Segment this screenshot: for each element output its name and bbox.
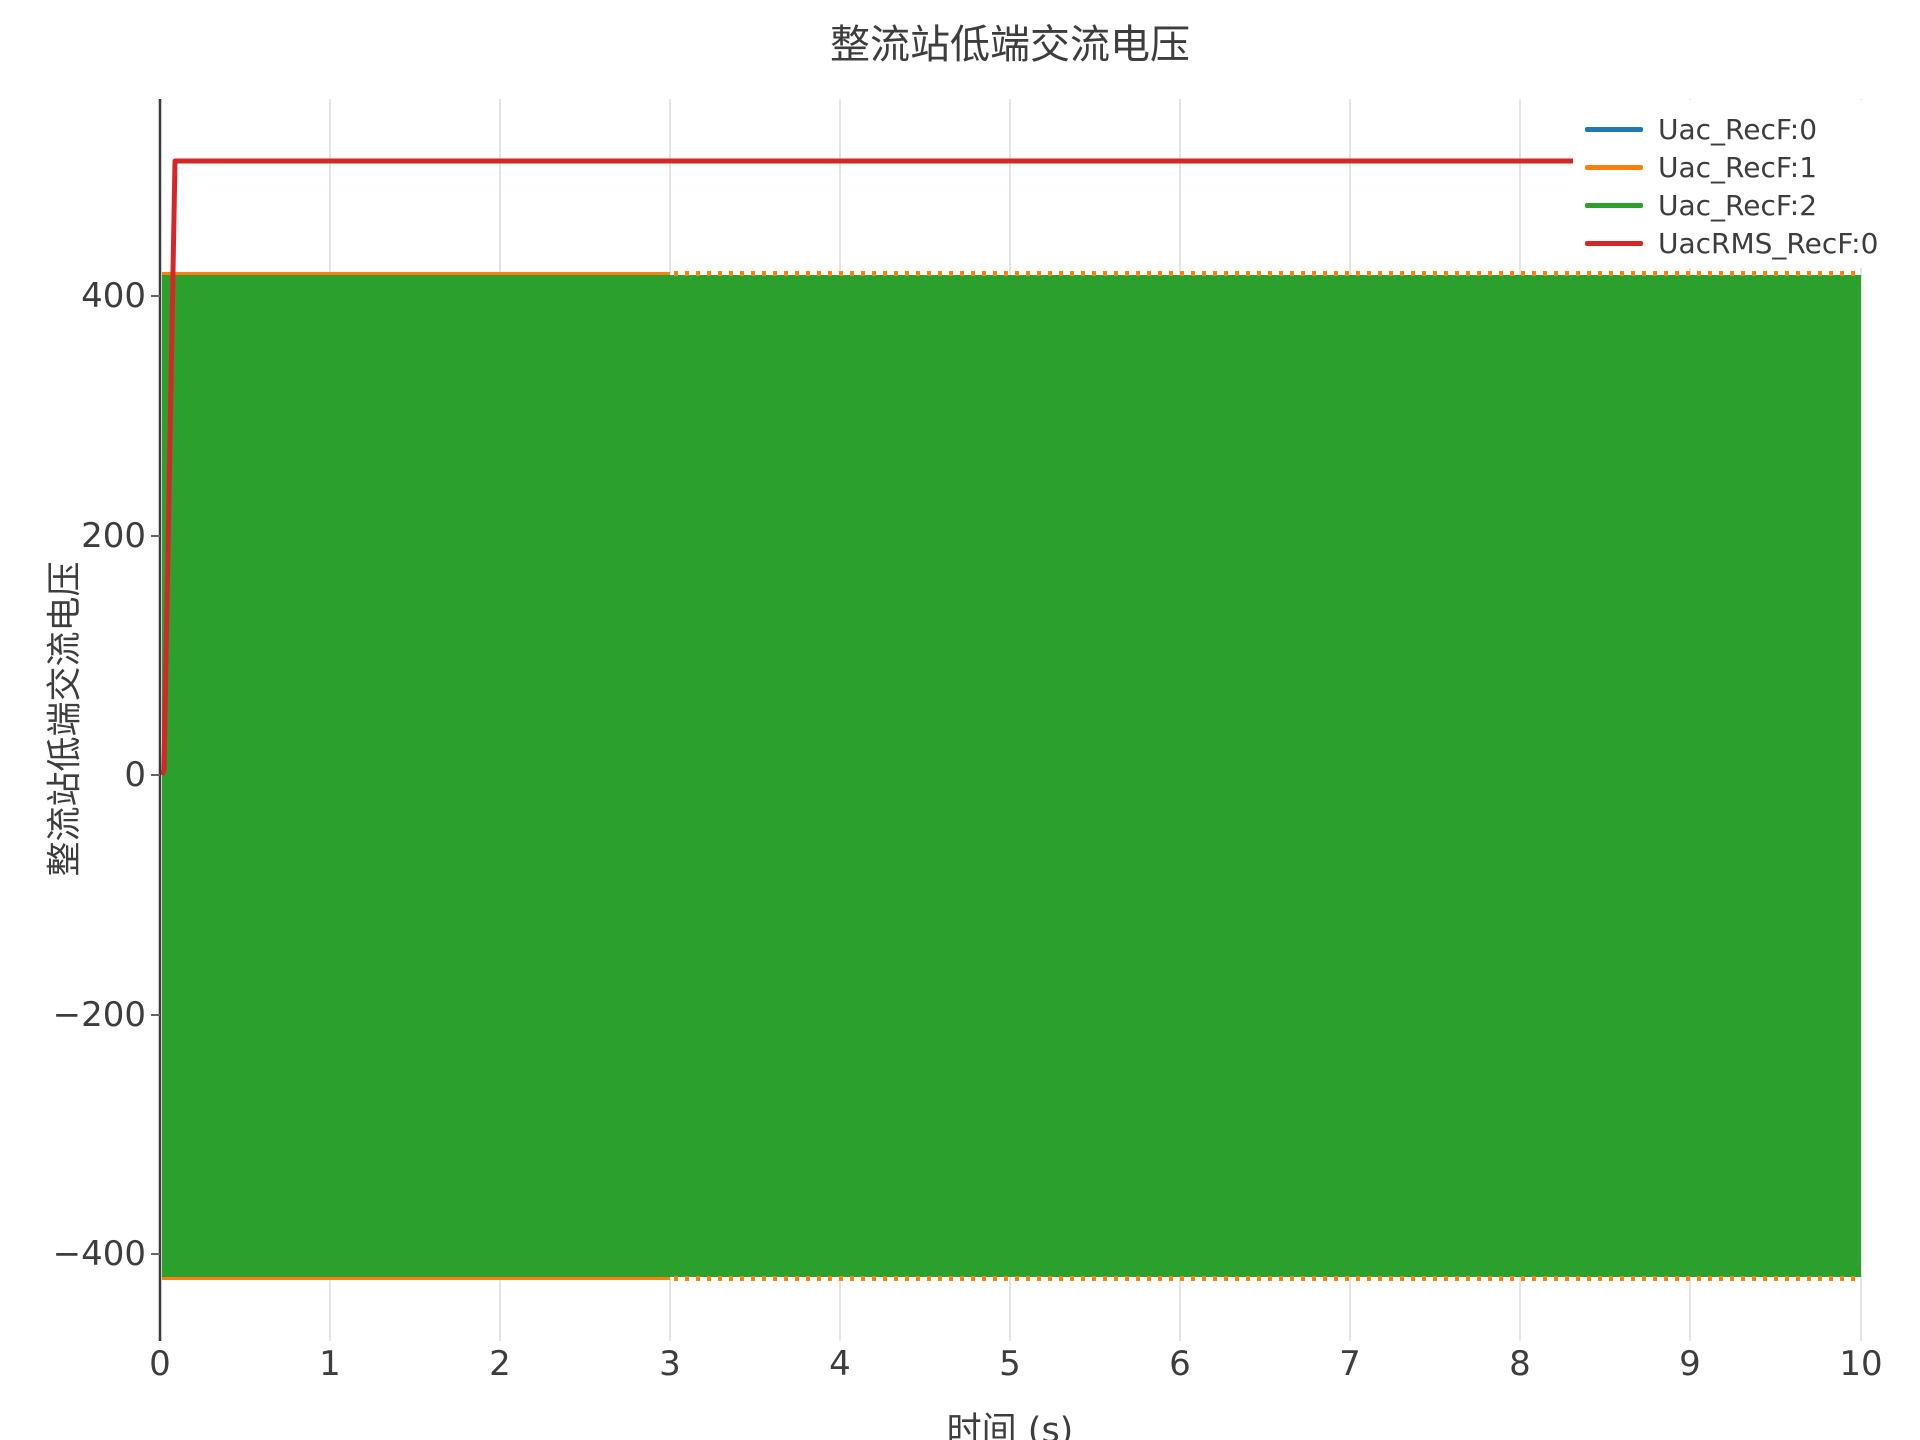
y-tick-label: −200: [52, 995, 146, 1035]
legend-label: Uac_RecF:0: [1658, 112, 1818, 146]
rms-line: [159, 158, 1861, 776]
legend-item: UacRMS_RecF:0: [1573, 224, 1920, 262]
ac-waveform-band: [162, 275, 1861, 1277]
x-tick-label: 10: [1839, 1344, 1883, 1384]
legend-label: Uac_RecF:1: [1658, 150, 1818, 184]
legend-item: Uac_RecF:0: [1573, 110, 1920, 148]
legend-swatch-red: [1585, 240, 1643, 246]
x-tick-label: 2: [489, 1344, 511, 1384]
legend-swatch-blue: [1585, 126, 1643, 132]
x-axis-label: 时间 (s): [946, 1411, 1074, 1440]
legend: Uac_RecF:0 Uac_RecF:1 Uac_RecF:2 UacRMS_…: [1573, 100, 1920, 268]
y-tick-label: 400: [81, 276, 146, 316]
y-tick-label: 200: [81, 516, 146, 556]
x-tick-label: 3: [659, 1344, 681, 1384]
legend-label: UacRMS_RecF:0: [1658, 226, 1879, 260]
x-tick-label: 4: [829, 1344, 851, 1384]
y-tick-label: 0: [124, 755, 146, 795]
x-tick-label: 9: [1679, 1344, 1701, 1384]
legend-swatch-orange: [1585, 164, 1643, 170]
x-tick-label: 1: [319, 1344, 341, 1384]
y-axis-label: 整流站低端交流电压: [45, 561, 86, 877]
y-tickmarks: [151, 295, 160, 1255]
legend-item: Uac_RecF:1: [1573, 148, 1920, 186]
legend-item: Uac_RecF:2: [1573, 186, 1920, 224]
legend-swatch-green: [1585, 202, 1643, 208]
y-tick-label: −400: [52, 1234, 146, 1274]
chart-title: 整流站低端交流电压: [830, 22, 1190, 68]
x-tick-label: 8: [1509, 1344, 1531, 1384]
x-tick-label: 6: [1169, 1344, 1191, 1384]
x-tick-label: 7: [1339, 1344, 1361, 1384]
x-tick-label: 5: [999, 1344, 1021, 1384]
legend-label: Uac_RecF:2: [1658, 188, 1818, 222]
x-tick-label: 0: [149, 1344, 171, 1384]
